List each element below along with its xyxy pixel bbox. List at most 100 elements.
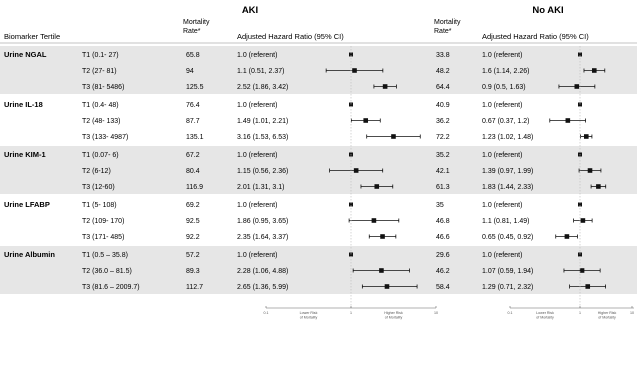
noaki-lower-risk-2: of Mortality [536,316,554,320]
group-label: Urine NGAL [4,50,47,59]
no-aki-mortality-rate: 61.3 [436,184,450,191]
aki-mortality-rate: 116.9 [186,184,203,191]
noaki-hr-point [564,234,570,239]
aki-hr-text: 1.49 (1.01, 2.21) [237,118,288,125]
no-aki-mortality-rate: 35.2 [436,152,450,159]
aki-tick-label: 0.1 [264,311,269,315]
no-aki-hr-text: 1.07 (0.59, 1.94) [482,268,533,275]
no-aki-mortality-rate: 35 [436,202,444,209]
noaki-hr-point [579,268,585,273]
group-label: Urine KIM-1 [4,150,46,159]
no-aki-mortality-rate: 48.2 [436,68,450,75]
no-aki-mortality-header-2: Rate* [434,28,452,35]
no-aki-hr-text: 1.23 (1.02, 1.48) [482,134,533,141]
noaki-tick-label: 1 [579,311,581,315]
no-aki-panel-title: No AKI [532,5,563,16]
no-aki-mortality-rate: 36.2 [436,118,450,125]
noaki-lower-risk-1: Lower Risk [536,311,554,315]
no-aki-mortality-rate: 33.8 [436,52,450,59]
aki-hr-text: 1.0 (referent) [237,202,277,209]
no-aki-mortality-rate: 72.2 [436,134,450,141]
aki-hr-point [371,218,377,223]
noaki-tick-label: 0.1 [508,311,513,315]
aki-hr-text: 1.1 (0.51, 2.37) [237,68,284,75]
aki-hr-point [352,68,357,73]
noaki-hr-point [591,68,597,73]
forest-marks [325,52,607,289]
tertile-label: T1 (0.07- 6) [82,152,119,159]
aki-mortality-rate: 67.2 [186,152,200,159]
no-aki-hr-text: 1.39 (0.97, 1.99) [482,168,533,175]
aki-panel-title: AKI [242,5,258,16]
aki-lower-risk-1: Lower Risk [300,311,318,315]
aki-lower-risk-2: of Mortality [300,316,318,320]
no-aki-hr-text: 1.29 (0.71, 2.32) [482,284,533,291]
noaki-higher-risk-1: Higher Risk [598,311,617,315]
aki-hr-point [380,234,385,239]
group-label: Urine IL-18 [4,100,43,109]
tertile-label: T2 (48- 133) [82,118,121,125]
aki-hr-text: 2.52 (1.86, 3.42) [237,84,288,91]
aki-higher-risk-2: of Mortality [385,316,403,320]
noaki-hr-point [574,84,580,89]
aki-mortality-rate: 94 [186,68,194,75]
aki-referent-point [349,52,353,57]
aki-mortality-header-1: Mortality [183,19,210,26]
aki-hr-point [379,268,384,273]
aki-hr-text: 1.0 (referent) [237,102,277,109]
aki-hr-text: 2.01 (1.31, 3.1) [237,184,284,191]
tertile-label: T1 (0.5 – 35.8) [82,252,128,259]
no-aki-hr-text: 1.0 (referent) [482,152,522,159]
no-aki-mortality-header-1: Mortality [434,19,461,26]
aki-hr-point [363,118,369,123]
noaki-hr-point [580,218,586,223]
biomarker-tertile-header: Biomarker Tertile [4,32,60,41]
no-aki-hr-text: 0.67 (0.37, 1.2) [482,118,529,125]
no-aki-mortality-rate: 64.4 [436,84,450,91]
tertile-label: T3 (81- 5486) [82,84,124,91]
noaki-hr-point [565,118,571,123]
aki-mortality-rate: 92.5 [186,218,200,225]
no-aki-mortality-rate: 42.1 [436,168,450,175]
noaki-hr-point [583,134,589,139]
no-aki-mortality-rate: 40.9 [436,102,450,109]
tertile-label: T3 (171- 485) [82,234,124,241]
noaki-hr-point [596,184,601,189]
aki-hr-text: 2.35 (1.64, 3.37) [237,234,288,241]
tertile-label: T1 (0.4- 48) [82,102,119,109]
no-aki-hr-text: 0.65 (0.45, 0.92) [482,234,533,241]
no-aki-mortality-rate: 46.6 [436,234,450,241]
aki-hr-point [374,184,380,189]
aki-tick-label: 10 [434,311,438,315]
no-aki-mortality-rate: 46.8 [436,218,450,225]
tertile-label: T1 (0.1- 27) [82,52,119,59]
noaki-referent-point [578,202,582,207]
no-aki-hr-text: 1.83 (1.44, 2.33) [482,184,533,191]
aki-mortality-rate: 65.8 [186,52,200,59]
noaki-higher-risk-2: of Mortality [598,316,616,320]
aki-mortality-rate: 80.4 [186,168,200,175]
aki-tick-label: 1 [350,311,352,315]
noaki-referent-point [578,52,582,57]
aki-mortality-rate: 112.7 [186,284,203,291]
group-band-2 [0,146,637,194]
group-bands [0,46,637,294]
aki-higher-risk-1: Higher Risk [384,311,403,315]
noaki-hr-point [587,168,593,173]
no-aki-hr-text: 1.6 (1.14, 2.26) [482,68,529,75]
aki-hr-text: 1.0 (referent) [237,252,277,259]
no-aki-hr-text: 0.9 (0.5, 1.63) [482,84,526,91]
aki-hr-header: Adjusted Hazard Ratio (95% CI) [237,32,344,41]
no-aki-mortality-rate: 29.6 [436,252,450,259]
aki-mortality-rate: 125.5 [186,84,204,91]
noaki-hr-point [585,284,591,289]
aki-hr-point [384,284,390,289]
aki-hr-text: 1.0 (referent) [237,52,277,59]
no-aki-hr-text: 1.1 (0.81, 1.49) [482,218,529,225]
tertile-label: T3 (133- 4987) [82,134,128,141]
aki-referent-point [349,202,353,207]
aki-hr-text: 2.65 (1.36, 5.99) [237,284,288,291]
aki-mortality-rate: 92.2 [186,234,200,241]
